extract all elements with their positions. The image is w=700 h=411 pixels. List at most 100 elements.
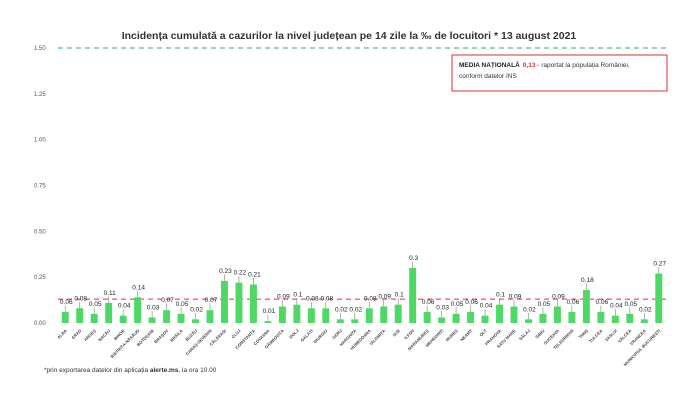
x-tick-label: NEAMȚ	[459, 328, 473, 342]
x-tick-label: IALOMIȚA	[369, 328, 387, 346]
data-label: 0.04	[610, 303, 623, 310]
data-label: 0.27	[653, 261, 666, 268]
bar	[134, 297, 142, 323]
bar	[278, 306, 286, 323]
bar	[452, 313, 460, 323]
y-tick-label: 0.25	[34, 275, 46, 281]
bar	[148, 317, 156, 323]
data-label: 0.09	[277, 294, 290, 301]
bar	[597, 312, 605, 323]
x-tick-label: ARAD	[70, 328, 82, 340]
data-label: 0.05	[176, 301, 189, 308]
data-label-lines	[64, 261, 660, 322]
y-tick-label: 1.25	[34, 92, 46, 98]
legend-value: 0,13	[523, 62, 536, 69]
bar	[307, 308, 315, 323]
bar	[626, 313, 634, 323]
x-tick-label: TIMIȘ	[578, 328, 590, 340]
x-tick-label: TULCEA	[588, 328, 604, 344]
bar	[640, 319, 648, 323]
bar	[293, 304, 301, 323]
data-label: 0.08	[74, 295, 87, 302]
data-label: 0.18	[581, 277, 594, 284]
footnote: *prin exportarea datelor din aplicația a…	[44, 367, 217, 374]
bar	[467, 312, 475, 323]
data-label: 0.06	[465, 299, 478, 306]
bar	[206, 310, 214, 323]
y-tick-label: 1.00	[34, 138, 46, 144]
x-tick-label: ARGEȘ	[83, 328, 97, 342]
data-label: 0.06	[422, 299, 435, 306]
data-label: 0.02	[190, 306, 203, 313]
bar	[192, 319, 199, 323]
bar	[249, 284, 257, 323]
x-tick-label: ALBA	[56, 328, 68, 340]
data-label: 0.01	[263, 308, 276, 315]
legend-border	[451, 54, 668, 92]
footnote-prefix: *prin exportarea datelor din aplicația	[44, 367, 150, 374]
bar	[553, 306, 561, 323]
x-tick-label: MUREȘ	[445, 328, 459, 342]
bar	[221, 280, 228, 323]
bar	[582, 290, 590, 323]
data-label: 0.04	[480, 303, 493, 310]
x-tick-label: BACĂU	[97, 328, 111, 342]
bar	[365, 308, 373, 323]
data-label: 0.14	[132, 284, 145, 291]
data-label: 0.05	[89, 301, 102, 308]
data-label: 0.22	[234, 270, 247, 277]
x-tick-label: CLUJ	[230, 328, 242, 340]
x-tick-label: BRAȘOV	[153, 328, 169, 344]
x-tick-label: SIBIU	[534, 328, 545, 339]
data-label: 0.09	[509, 294, 522, 301]
x-axis-ticks: ALBA ARAD ARGEȘ BACĂU BIHORBISTRIȚA-NĂSĂUDBO…	[56, 328, 661, 367]
data-label: 0.05	[538, 301, 551, 308]
bar	[105, 302, 113, 323]
bar	[611, 315, 619, 323]
x-tick-label: BRĂILA	[169, 328, 184, 343]
data-label: 0.23	[219, 268, 232, 275]
y-tick-label: 0.50	[34, 229, 46, 235]
data-label: 0.02	[335, 306, 348, 313]
data-label: 0.02	[349, 306, 362, 313]
legend-title: MEDIA NAȚIONALĂ	[459, 60, 520, 69]
bar	[90, 313, 98, 323]
bar	[322, 308, 330, 323]
data-label: 0.09	[378, 294, 391, 301]
bars	[61, 268, 663, 323]
bar	[481, 315, 489, 323]
legend-line-2: conform datelor INS	[459, 73, 517, 80]
bar	[235, 282, 243, 323]
y-tick-label: 0.00	[34, 321, 46, 327]
chart-title: Incidența cumulată a cazurilor la nivel …	[122, 30, 577, 42]
x-tick-label: SĂLAJ	[518, 328, 532, 342]
data-label: 0.05	[451, 301, 464, 308]
data-label: 0.11	[104, 290, 117, 297]
bar	[177, 313, 185, 323]
data-label: 0.08	[364, 295, 377, 302]
bar	[336, 319, 344, 323]
footnote-suffix: , la ora 10.00	[178, 367, 216, 374]
bar	[61, 312, 69, 323]
footnote-link: alerte.ms	[150, 367, 179, 374]
x-tick-label: IAȘI	[392, 328, 401, 337]
x-tick-label: OLT	[479, 328, 489, 338]
data-label: 0.03	[147, 305, 160, 312]
data-label: 0.02	[639, 306, 652, 313]
data-label: 0.3	[409, 255, 418, 262]
bar	[496, 304, 503, 323]
data-label: 0.04	[118, 303, 131, 310]
bar	[380, 306, 388, 323]
bar	[119, 315, 127, 323]
reference-lines	[58, 47, 666, 300]
data-label: 0.1	[293, 292, 302, 299]
bar	[423, 312, 431, 323]
bar	[264, 321, 272, 323]
bar	[655, 273, 663, 323]
bar	[351, 319, 359, 323]
legend-box: MEDIA NAȚIONALĂ 0,13 - raportat la popula…	[451, 54, 668, 92]
data-label: 0.06	[596, 299, 609, 306]
legend-line-1: MEDIA NAȚIONALĂ 0,13 - raportat la popula…	[459, 60, 630, 69]
